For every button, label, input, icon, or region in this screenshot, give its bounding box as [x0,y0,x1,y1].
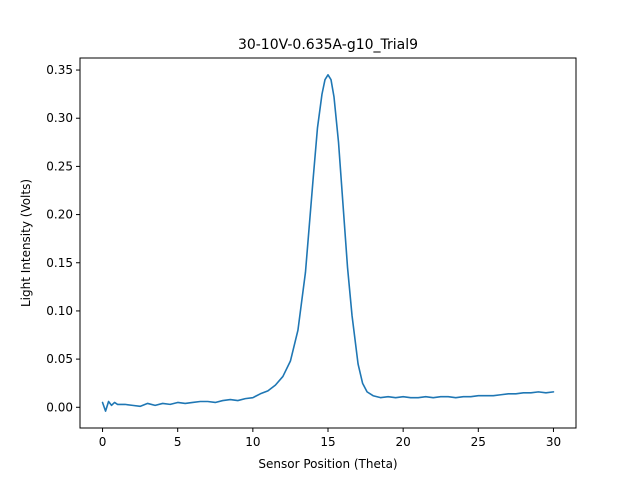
y-tick-label: 0.30 [46,111,73,125]
plot-frame [79,57,577,429]
plot-area [80,58,576,428]
y-tick-label: 0.20 [46,208,73,222]
x-axis-label: Sensor Position (Theta) [258,457,397,471]
y-axis-label: Light Intensity (Volts) [19,179,33,307]
x-tick-label: 15 [320,435,335,449]
x-tick-label: 0 [99,435,107,449]
x-tick-label: 5 [174,435,182,449]
y-axis-ticks: 0.00 0.05 0.10 0.15 0.20 0.25 0.30 0.35 [46,63,80,414]
x-tick-label: 20 [396,435,411,449]
x-tick-label: 30 [546,435,561,449]
x-tick-label: 10 [245,435,260,449]
y-tick-label: 0.15 [46,256,73,270]
y-tick-label: 0.35 [46,63,73,77]
series-layer [101,74,555,412]
x-axis-ticks: 0 5 10 15 20 25 30 [99,428,561,449]
y-tick-label: 0.05 [46,352,73,366]
y-tick-label: 0.25 [46,159,73,173]
x-tick-label: 25 [471,435,486,449]
chart-title: 30-10V-0.635A-g10_Trial9 [238,37,418,53]
y-tick-label: 0.00 [46,400,73,414]
y-tick-label: 0.10 [46,304,73,318]
series-line [101,74,555,412]
